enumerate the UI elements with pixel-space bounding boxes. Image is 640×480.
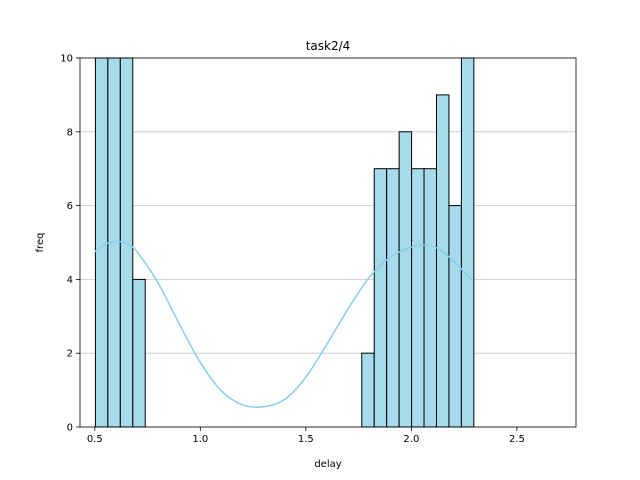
y-tick-label: 4: [67, 275, 73, 286]
y-tick-label: 8: [67, 127, 73, 138]
x-tick-label: 0.5: [87, 434, 103, 445]
histogram-bar: [423, 168, 437, 428]
x-axis: 0.5 1.0 1.5 2.0 2.5: [87, 427, 525, 445]
y-tick-label: 2: [67, 349, 73, 360]
y-axis: 0 2 4 6 8 10: [60, 54, 80, 434]
x-tick-label: 2.5: [509, 434, 525, 445]
histogram-bar: [386, 168, 400, 428]
y-tick-label: 0: [67, 423, 73, 434]
histogram-bars: [94, 57, 475, 428]
y-tick-label: 10: [60, 54, 73, 65]
histogram-bar: [94, 57, 109, 428]
y-axis-label: freq: [35, 233, 46, 253]
y-tick-label: 6: [67, 201, 73, 212]
histogram-bar: [448, 205, 462, 428]
histogram-bar: [132, 278, 146, 428]
x-tick-label: 2.0: [403, 434, 419, 445]
x-tick-label: 1.5: [298, 434, 314, 445]
histogram-bar: [435, 94, 450, 428]
histogram-bar: [411, 168, 425, 428]
chart-title: task2/4: [306, 39, 351, 53]
histogram-bar: [373, 168, 388, 428]
plot-frame: [79, 57, 577, 428]
histogram-bar: [460, 57, 475, 428]
histogram-bar: [361, 352, 375, 428]
kde-curve: [94, 240, 474, 408]
x-axis-label: delay: [314, 459, 341, 470]
histogram-bar: [398, 131, 413, 428]
x-tick-label: 1.0: [192, 434, 208, 445]
